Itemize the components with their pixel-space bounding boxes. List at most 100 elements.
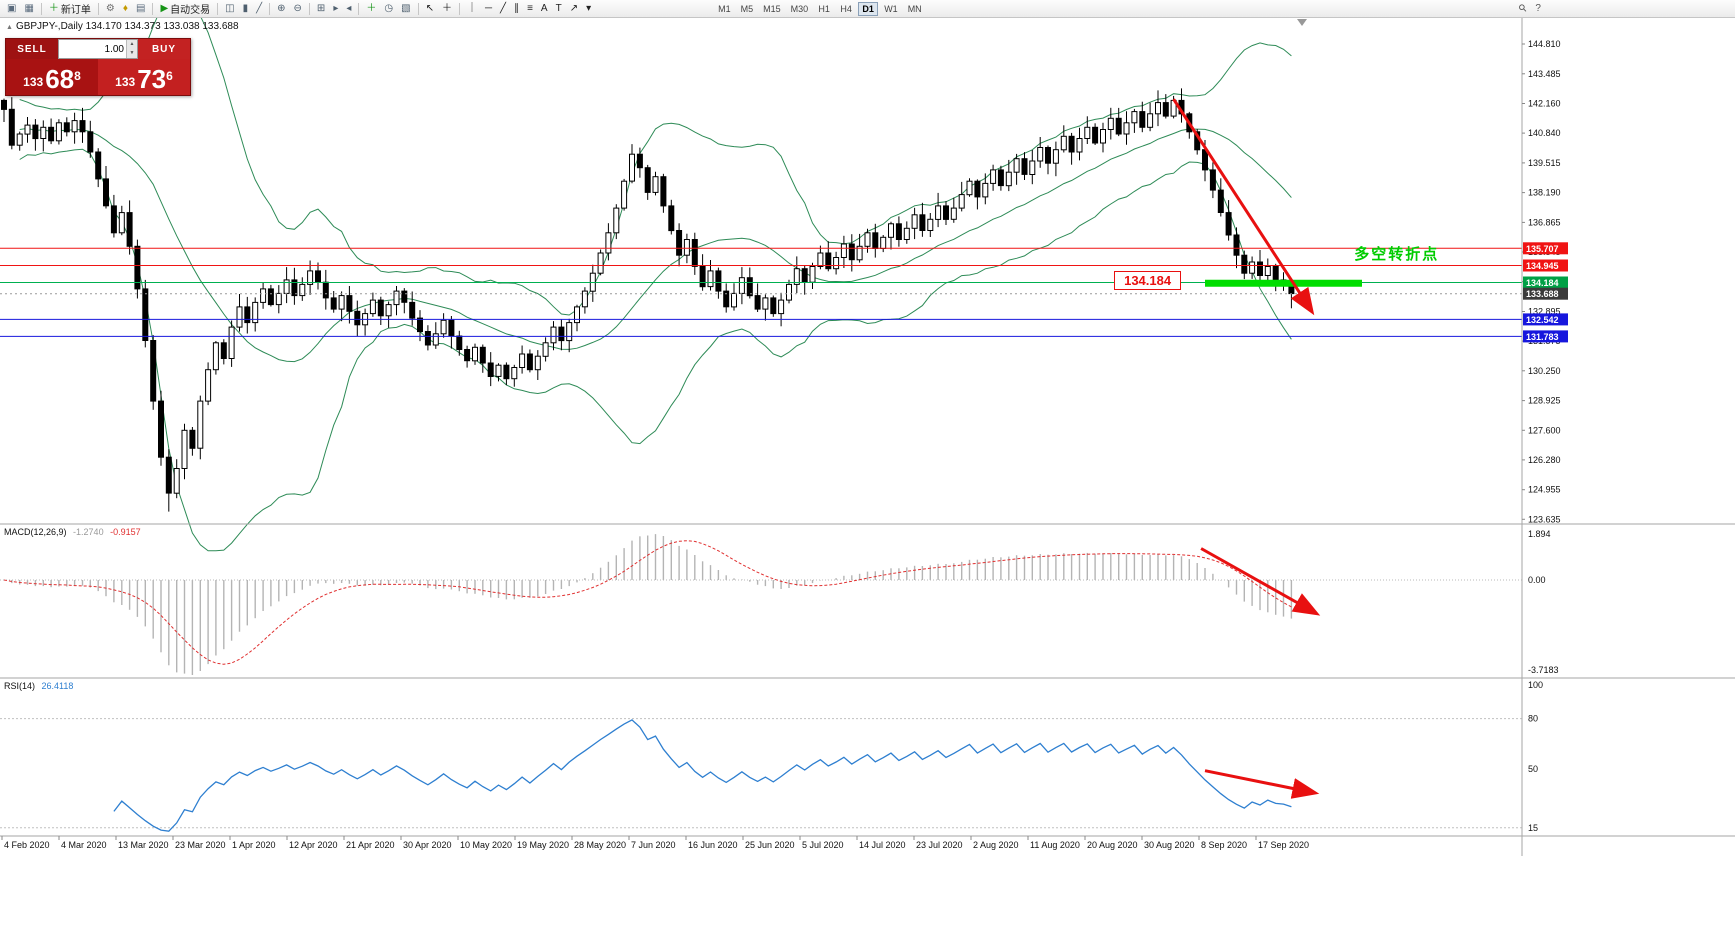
channel-icon[interactable]: ∥ <box>510 1 523 17</box>
periods-icon-glyph: ◷ <box>384 2 394 14</box>
trend-arrow-rsi[interactable] <box>1204 769 1320 799</box>
bar-chart-icon[interactable]: ◫ <box>221 1 238 17</box>
sell-price-sup: 8 <box>74 69 81 83</box>
shapes-dropdown-icon[interactable]: ▾ <box>582 1 595 17</box>
vertical-line-icon-glyph: ｜ <box>466 2 477 14</box>
volume-input[interactable] <box>59 43 126 55</box>
toolbar-right-icons: ⚲? <box>1516 1 1545 17</box>
crosshair-icon[interactable]: ＋ <box>438 1 456 17</box>
sell-price-big: 68 <box>45 63 75 94</box>
trend-arrow-macd[interactable] <box>1200 547 1321 616</box>
timeframe-mn[interactable]: MN <box>907 3 922 14</box>
shift-marker <box>1297 19 1307 26</box>
sell-price-prefix: 133 <box>23 75 44 90</box>
line-chart-icon[interactable]: ╱ <box>252 1 266 17</box>
alerts-icon[interactable]: ♦ <box>119 1 132 17</box>
one-click-collapse-icon[interactable]: ▲ <box>6 24 13 31</box>
macd-signal-line <box>3 540 1292 665</box>
trade-panel-price-row: 133 68 8 133 73 6 <box>6 59 190 95</box>
sell-price[interactable]: 133 68 8 <box>6 59 98 95</box>
periods-icon[interactable]: ◷ <box>380 1 397 17</box>
timeframe-m1[interactable]: M1 <box>718 3 731 14</box>
svg-text:23 Jul 2020: 23 Jul 2020 <box>916 840 963 850</box>
templates-icon[interactable]: ▧ <box>397 1 414 17</box>
search-icon[interactable]: ⚲ <box>1516 1 1531 17</box>
tile-windows-icon[interactable]: ⊞ <box>313 1 329 17</box>
chart-shift-icon[interactable]: ◂ <box>342 1 355 17</box>
buy-button[interactable]: BUY <box>138 39 190 59</box>
timeframe-m15[interactable]: M15 <box>763 3 781 14</box>
buy-price[interactable]: 133 73 6 <box>98 59 190 95</box>
price-annotation-box[interactable]: 134.184 <box>1114 270 1182 290</box>
new-chart-icon[interactable]: ▣ <box>3 1 20 17</box>
candle-chart-icon[interactable]: ▮ <box>239 1 253 17</box>
trade-panel-top-row: SELL ▲ ▼ BUY <box>6 39 190 59</box>
expert-advisors-icon[interactable]: ⚙ <box>102 1 119 17</box>
timeframe-m5[interactable]: M5 <box>740 3 754 14</box>
chart-shift-icon-glyph: ◂ <box>346 2 352 14</box>
cursor-icon[interactable]: ↖ <box>422 1 438 17</box>
toolbar-separator <box>40 2 42 15</box>
timeframe-d1[interactable]: D1 <box>858 1 879 16</box>
new-order-glyph: ＋ <box>48 2 59 14</box>
svg-text:143.485: 143.485 <box>1528 69 1561 79</box>
arrows-icon-glyph: ↗ <box>569 2 579 14</box>
svg-text:14 Jul 2020: 14 Jul 2020 <box>859 840 906 850</box>
auto-scroll-icon[interactable]: ▸ <box>329 1 342 17</box>
text-icon[interactable]: A <box>537 1 552 17</box>
volume-up-button[interactable]: ▲ <box>126 40 137 49</box>
new-order-button[interactable]: ＋新订单 <box>45 1 95 17</box>
timeframe-bar: M1 M5 M15 M30 H1 H4 D1 W1 MN <box>713 1 927 16</box>
chart-info-line: ▲ GBPJPY-,Daily 134.170 134.373 133.038 1… <box>6 21 239 32</box>
bar-chart-icon-glyph: ◫ <box>225 2 235 14</box>
svg-text:7 Jun 2020: 7 Jun 2020 <box>631 840 676 850</box>
svg-text:13 Mar 2020: 13 Mar 2020 <box>118 840 169 850</box>
arrows-icon[interactable]: ↗ <box>566 1 582 17</box>
horizontal-line-icon[interactable]: ─ <box>481 1 496 17</box>
tile-windows-icon-glyph: ⊞ <box>316 2 326 14</box>
line-chart-icon-glyph: ╱ <box>256 2 263 14</box>
zoom-out-icon[interactable]: ⊖ <box>290 1 306 17</box>
alerts-icon-glyph: ♦ <box>122 2 128 14</box>
svg-text:132.542: 132.542 <box>1526 315 1559 325</box>
svg-text:15: 15 <box>1528 823 1538 833</box>
svg-text:23 Mar 2020: 23 Mar 2020 <box>175 840 226 850</box>
timeframe-m30[interactable]: M30 <box>790 3 809 14</box>
timeframe-h4[interactable]: H4 <box>840 3 852 14</box>
volume-spinner: ▲ ▼ <box>126 40 137 58</box>
svg-text:8 Sep 2020: 8 Sep 2020 <box>1201 840 1247 850</box>
market-icon[interactable]: ▤ <box>132 1 149 17</box>
timeframe-h1[interactable]: H1 <box>818 3 830 14</box>
help-icon[interactable]: ? <box>1531 1 1545 17</box>
indicators-icon[interactable]: ＋ <box>362 1 380 17</box>
svg-text:0.00: 0.00 <box>1528 575 1546 585</box>
trendline-icon[interactable]: ╱ <box>496 1 510 17</box>
sell-button[interactable]: SELL <box>6 39 58 59</box>
autotrading-button[interactable]: ▶ 自动交易 <box>156 1 214 17</box>
hlines-layer[interactable] <box>0 247 1522 337</box>
trend-arrow-main[interactable] <box>1172 98 1315 316</box>
trendline-icon-glyph: ╱ <box>500 2 507 14</box>
svg-text:127.600: 127.600 <box>1528 425 1561 435</box>
timeframe-w1[interactable]: W1 <box>884 3 898 14</box>
vertical-line-icon[interactable]: ｜ <box>463 1 481 17</box>
volume-down-button[interactable]: ▼ <box>126 49 137 58</box>
label-icon[interactable]: T <box>552 1 566 17</box>
profiles-icon[interactable]: ▦ <box>20 1 37 17</box>
price-tag: 135.707 <box>1523 242 1568 255</box>
svg-text:134.945: 134.945 <box>1526 261 1559 271</box>
horizontal-line-icon-glyph: ─ <box>484 2 493 14</box>
svg-text:2 Aug 2020: 2 Aug 2020 <box>973 840 1019 850</box>
indicators-icon-glyph: ＋ <box>366 2 377 14</box>
fibonacci-icon[interactable]: ≡ <box>523 1 537 17</box>
buy-price-prefix: 133 <box>115 75 136 90</box>
price-tag: 132.542 <box>1523 313 1568 326</box>
buy-price-sup: 6 <box>166 69 173 83</box>
svg-text:142.160: 142.160 <box>1528 99 1561 109</box>
svg-text:123.635: 123.635 <box>1528 514 1561 524</box>
zoom-in-icon[interactable]: ⊕ <box>273 1 289 17</box>
zoom-out-icon-glyph: ⊖ <box>293 2 302 14</box>
